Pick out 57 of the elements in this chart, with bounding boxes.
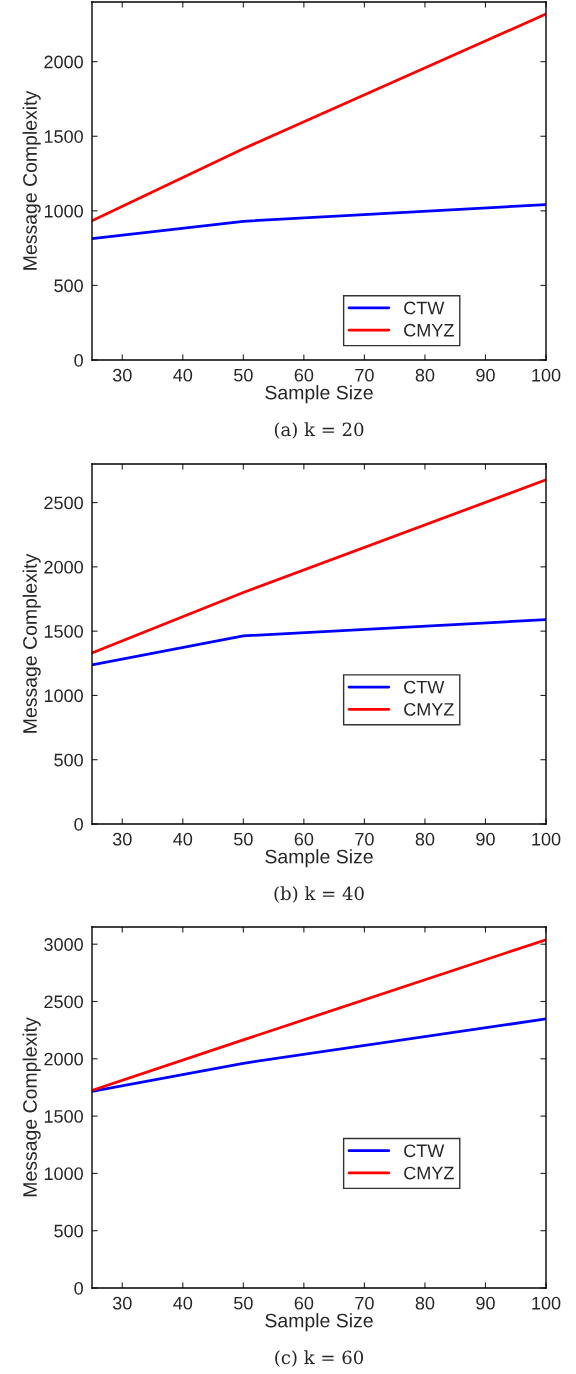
y-tick-label: 1500 <box>44 625 83 638</box>
x-tick-label: 70 <box>355 832 374 846</box>
y-tick-label: 2000 <box>44 560 83 574</box>
x-tick-label: 100 <box>532 368 561 382</box>
x-tick-label: 50 <box>234 368 253 382</box>
x-tick-label: 90 <box>476 368 495 382</box>
x-tick-label: 100 <box>532 832 561 846</box>
x-tick-label: 90 <box>476 1296 495 1310</box>
y-axis-title: Message Complexity <box>22 553 41 733</box>
legend-label: CTW <box>404 680 445 694</box>
y-tick-label: 500 <box>54 279 83 293</box>
y-axis-title: Message Complexity <box>22 1017 41 1197</box>
y-tick-label: 0 <box>74 817 83 831</box>
y-tick-label: 0 <box>74 353 83 367</box>
x-tick-label: 70 <box>355 1296 374 1310</box>
text: (a) k = 20 <box>274 422 364 439</box>
y-tick-label: 3000 <box>44 938 83 951</box>
x-tick-label: 30 <box>112 368 132 382</box>
y-tick-label: 2000 <box>44 55 83 69</box>
y-tick-label: 1000 <box>44 204 83 218</box>
x-tick-label: 60 <box>294 368 314 382</box>
x-tick-label: 80 <box>415 832 435 846</box>
y-tick-label: 2500 <box>44 995 83 1009</box>
y-tick-label: 500 <box>54 1224 83 1238</box>
x-tick-label: 60 <box>294 1296 314 1310</box>
text: (c) k = 60 <box>275 1350 364 1367</box>
x-axis-title: Sample Size <box>265 385 373 404</box>
legend-label: CMYZ <box>404 1166 454 1180</box>
text: (b) k = 40 <box>274 886 364 903</box>
x-tick-label: 80 <box>415 1296 435 1310</box>
y-tick-label: 1500 <box>44 130 83 143</box>
y-axis-title: Message Complexity <box>22 90 41 270</box>
y-tick-label: 500 <box>54 753 83 767</box>
y-tick-label: 0 <box>74 1281 83 1295</box>
x-tick-label: 30 <box>112 832 132 846</box>
legend-label: CMYZ <box>404 323 454 337</box>
y-tick-label: 1000 <box>44 1167 83 1181</box>
x-tick-label: 90 <box>476 832 495 846</box>
x-tick-label: 40 <box>173 832 193 846</box>
legend-label: CMYZ <box>404 702 454 716</box>
y-tick-label: 2500 <box>44 496 83 510</box>
y-tick-label: 2000 <box>44 1052 83 1066</box>
x-axis-title: Sample Size <box>265 849 373 868</box>
x-tick-label: 100 <box>532 1296 561 1310</box>
x-tick-label: 40 <box>173 1296 193 1310</box>
x-tick-label: 50 <box>234 1296 253 1310</box>
x-tick-label: 60 <box>294 832 314 846</box>
legend-label: CTW <box>404 1144 445 1158</box>
x-tick-label: 40 <box>173 368 193 382</box>
y-tick-label: 1500 <box>44 1110 83 1123</box>
x-axis-title: Sample Size <box>265 1313 373 1332</box>
x-tick-label: 30 <box>112 1296 132 1310</box>
x-tick-label: 50 <box>234 832 253 846</box>
y-tick-label: 1000 <box>44 689 83 703</box>
x-tick-label: 80 <box>415 368 435 382</box>
x-tick-label: 70 <box>355 368 374 382</box>
legend-label: CTW <box>404 301 445 315</box>
